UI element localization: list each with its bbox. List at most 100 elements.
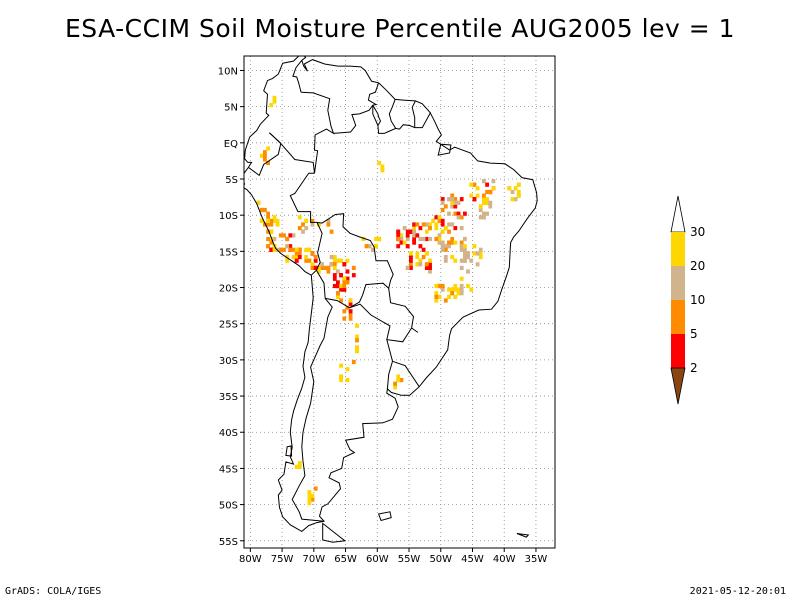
percentile-cell [266,222,270,227]
percentile-cell [351,265,356,270]
percentile-cell [469,193,474,198]
percentile-cell [399,236,404,242]
percentile-cell [320,265,324,270]
percentile-cell [269,247,274,252]
legend-label: 5 [690,327,698,341]
coastlines [244,56,538,543]
percentile-cell [377,236,382,242]
percentile-cell [405,265,410,270]
percentile-cell [424,229,429,234]
percentile-cell [326,222,331,227]
lat-tick-label: 20S [219,284,238,295]
percentile-cell [440,287,445,292]
percentile-cell [332,265,337,270]
percentile-cell [323,265,328,270]
percentile-cell [313,258,318,263]
percentile-cell [409,258,413,263]
percentile-cell [345,258,350,263]
percentile-cell [259,153,264,158]
percentile-cell [415,251,420,256]
percentile-cell [275,222,280,227]
percentile-cell [396,374,401,379]
percentile-cell [453,211,458,216]
percentile-cell [377,160,382,166]
percentile-cell [294,251,299,256]
country-border [349,288,415,343]
percentile-cell [272,247,277,252]
percentile-cell [421,236,426,242]
percentile-cell [402,226,407,231]
percentile-cell [297,215,302,220]
percentile-cell [459,240,464,245]
lat-tick-label: 25S [219,320,238,331]
percentile-cell [326,269,331,274]
island-coastline [322,522,347,543]
percentile-cell [282,247,286,252]
lat-tick-label: 15S [219,247,238,258]
percentile-cell [437,240,442,245]
percentile-cell [348,302,353,307]
percentile-cell [294,464,299,469]
percentile-cell [275,218,280,223]
country-border [388,99,397,129]
percentile-cell [297,226,302,231]
percentile-cell [355,345,359,350]
country-border [289,172,323,276]
percentile-cell [428,262,432,267]
percentile-cell [348,309,353,314]
percentile-cell [301,229,305,234]
percentile-cell [307,497,312,502]
percentile-cell [437,236,442,242]
percentile-cell [402,240,407,245]
percentile-cell [336,269,340,274]
country-border [392,360,420,387]
percentile-cell [304,226,309,231]
percentile-cell [409,251,413,256]
percentile-cell [428,226,432,231]
legend-label: 20 [690,259,705,273]
colorbar-legend: 30 20 10 5 2 [670,195,705,405]
lat-tick-label: EQ [224,139,238,150]
percentile-cell [332,283,337,289]
lon-tick-label: 75W [271,554,294,565]
percentile-cell [453,283,458,289]
percentile-cell [345,276,350,281]
percentile-cell [482,197,486,202]
percentile-cell [304,247,309,252]
percentile-cell [297,255,302,260]
percentile-cell [513,197,518,202]
percentile-cell [421,222,426,227]
percentile-cell [424,222,429,227]
percentile-cell [459,247,464,252]
percentile-cell [437,233,442,238]
percentile-cell [443,226,448,231]
percentile-cell [428,222,432,227]
percentile-cell [320,262,324,267]
percentile-cell [342,280,347,285]
percentile-cell [405,229,410,234]
percentile-cell [475,251,480,256]
percentile-cell [310,497,315,502]
percentile-cell [307,258,312,263]
percentile-cell [339,363,343,368]
percentile-cell [409,265,413,270]
legend-band [671,300,685,334]
lat-tick-label: 10S [219,211,238,222]
percentile-cell [263,207,267,213]
percentile-cell [285,244,290,249]
legend-cap-above [670,195,686,233]
percentile-cell [342,283,347,289]
percentile-cell [259,207,264,213]
percentile-cell [437,218,442,223]
lat-tick-label: 45S [219,464,238,475]
percentile-cell [339,378,343,383]
island-coastline [437,143,452,156]
lat-tick-label: 40S [219,428,238,439]
percentile-cell [412,226,416,231]
island-coastline [285,445,293,457]
country-border [316,213,394,309]
percentile-cell [288,247,293,252]
percentile-cell [332,276,337,281]
percentile-cell [516,193,521,198]
percentile-cell [478,204,483,209]
